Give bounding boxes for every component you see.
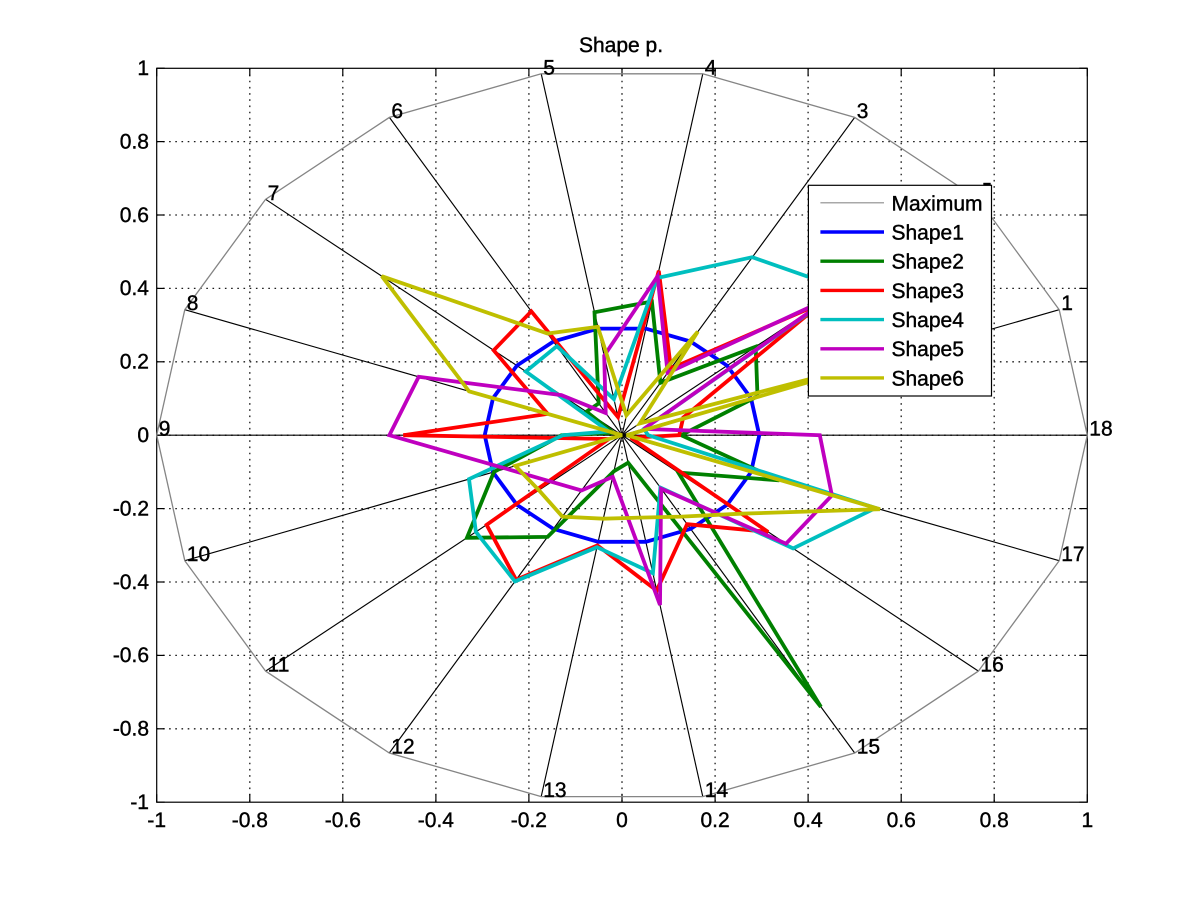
svg-text:7: 7 [268, 182, 280, 205]
svg-text:0.8: 0.8 [120, 130, 149, 153]
svg-text:1: 1 [1061, 292, 1073, 315]
svg-text:3: 3 [857, 100, 869, 123]
svg-text:14: 14 [705, 779, 729, 802]
svg-text:-0.8: -0.8 [113, 718, 149, 741]
svg-text:8: 8 [187, 292, 199, 315]
svg-text:Shape1: Shape1 [892, 222, 964, 245]
svg-text:1: 1 [137, 57, 149, 80]
svg-text:13: 13 [543, 779, 566, 802]
svg-text:0.4: 0.4 [120, 277, 150, 300]
svg-text:5: 5 [543, 56, 555, 79]
svg-text:-0.6: -0.6 [325, 809, 361, 832]
svg-text:Shape3: Shape3 [892, 280, 964, 303]
svg-text:Shape4: Shape4 [892, 309, 965, 332]
svg-text:6: 6 [391, 100, 403, 123]
svg-text:-0.2: -0.2 [113, 497, 149, 520]
svg-text:-0.2: -0.2 [511, 809, 547, 832]
svg-text:Shape2: Shape2 [892, 251, 964, 274]
svg-text:11: 11 [268, 654, 290, 677]
svg-text:17: 17 [1061, 543, 1084, 566]
svg-text:-0.4: -0.4 [418, 809, 455, 832]
svg-text:Shape p.: Shape p. [579, 34, 663, 57]
svg-text:15: 15 [857, 736, 880, 759]
svg-text:0: 0 [137, 424, 149, 447]
svg-text:-0.6: -0.6 [113, 644, 149, 667]
svg-text:4: 4 [705, 56, 717, 79]
svg-text:10: 10 [187, 543, 210, 566]
svg-text:-1: -1 [147, 809, 166, 832]
svg-text:18: 18 [1089, 418, 1112, 441]
svg-text:0.6: 0.6 [887, 809, 916, 832]
svg-text:0.2: 0.2 [120, 351, 149, 374]
svg-text:0.2: 0.2 [700, 809, 729, 832]
svg-text:0.8: 0.8 [980, 809, 1009, 832]
svg-text:Shape5: Shape5 [892, 338, 964, 361]
svg-text:0: 0 [616, 809, 628, 832]
svg-text:-1: -1 [130, 791, 149, 814]
svg-text:-0.4: -0.4 [113, 571, 150, 594]
svg-text:16: 16 [980, 654, 1003, 677]
svg-text:12: 12 [391, 736, 414, 759]
svg-text:-0.8: -0.8 [232, 809, 268, 832]
svg-text:0.4: 0.4 [793, 809, 823, 832]
svg-text:9: 9 [159, 418, 171, 441]
svg-text:Shape6: Shape6 [892, 367, 964, 390]
svg-text:Maximum: Maximum [892, 192, 983, 215]
svg-text:0.6: 0.6 [120, 204, 149, 227]
svg-text:1: 1 [1081, 809, 1093, 832]
